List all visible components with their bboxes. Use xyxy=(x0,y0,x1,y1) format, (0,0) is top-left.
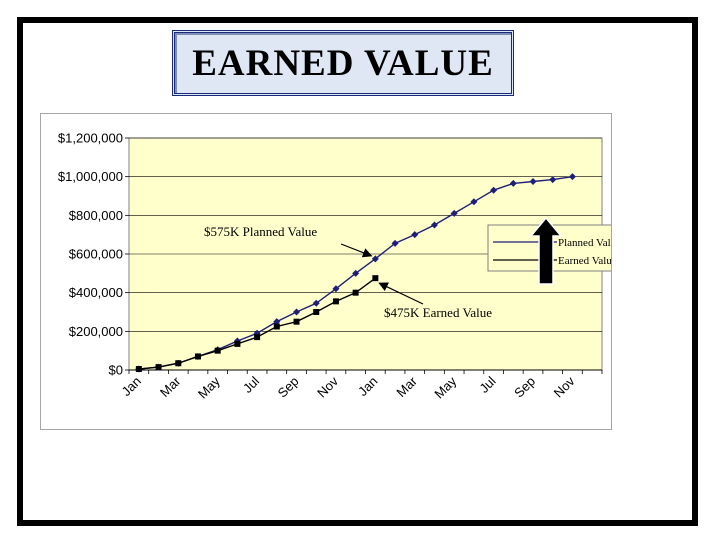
ev-line-chart: $0 $200,000 $400,000 $600,000 $800,000 $1,000… xyxy=(58,131,689,401)
data-point xyxy=(214,347,221,354)
annotations: $575K Planned Value $475K Earned Value xyxy=(204,224,492,320)
data-point xyxy=(352,289,359,296)
data-point xyxy=(529,178,537,185)
y-tick-label: $200,000 xyxy=(69,324,123,339)
y-tick-label: $0 xyxy=(109,363,123,378)
data-point xyxy=(549,176,557,184)
data-point xyxy=(155,364,162,371)
title-box: EARNED VALUE xyxy=(172,30,514,96)
x-tick-label: Nov xyxy=(314,373,341,400)
slide-title: EARNED VALUE xyxy=(192,42,494,84)
data-point xyxy=(509,179,517,187)
data-point xyxy=(194,353,201,360)
series-group xyxy=(135,173,576,373)
data-point xyxy=(352,269,360,277)
annotation-label: $575K Planned Value xyxy=(204,224,317,239)
legend-label: Planned Value $575K xyxy=(558,237,611,249)
x-tick-label: Sep xyxy=(275,374,302,401)
data-point xyxy=(273,318,281,326)
data-point xyxy=(490,186,498,194)
data-point xyxy=(175,360,182,367)
data-point xyxy=(135,366,142,373)
annotation-label: $475K Earned Value xyxy=(384,305,492,320)
y-tick-label: $1,200,000 xyxy=(58,131,123,146)
x-tick-label: Jul xyxy=(476,373,498,395)
data-point xyxy=(293,308,301,316)
annotation-arrow xyxy=(340,243,373,258)
series-earned-value xyxy=(135,275,379,373)
x-tick-label: Jan xyxy=(355,374,380,399)
x-tick-label: May xyxy=(431,373,459,401)
x-tick-label: Nov xyxy=(551,373,578,400)
x-tick-label: Mar xyxy=(157,373,184,400)
x-tick-label: Sep xyxy=(511,374,538,401)
data-point xyxy=(332,298,339,305)
data-point xyxy=(273,323,280,330)
data-point xyxy=(312,299,320,307)
legend-label: Earned Value $475K xyxy=(558,255,611,267)
data-point xyxy=(254,334,261,341)
data-point xyxy=(293,318,300,325)
x-tick-labels: Jan Mar May Jul Sep Nov Jan Mar May Jul Sep Nov xyxy=(119,369,603,401)
y-tick-labels: $0 $200,000 $400,000 $600,000 $800,000 $1,000… xyxy=(58,131,123,378)
data-point xyxy=(372,275,379,282)
data-point xyxy=(430,221,438,229)
up-arrow-icon xyxy=(529,216,563,285)
x-tick-label: May xyxy=(195,373,223,401)
y-tick-label: $600,000 xyxy=(69,247,123,262)
data-point xyxy=(411,231,419,239)
y-tick-label: $1,000,000 xyxy=(58,169,123,184)
data-point xyxy=(568,173,576,181)
data-point xyxy=(470,198,478,206)
data-point xyxy=(313,309,320,315)
data-point xyxy=(332,285,340,293)
data-point xyxy=(450,209,458,217)
y-tick-label: $800,000 xyxy=(69,208,123,223)
annotation-arrow xyxy=(378,282,424,305)
data-point xyxy=(391,239,399,247)
chart-box: $0 $200,000 $400,000 $600,000 $800,000 $1,000… xyxy=(40,113,689,430)
data-point xyxy=(234,340,241,347)
y-tick-label: $400,000 xyxy=(69,285,123,300)
x-tick-label: Mar xyxy=(393,373,420,400)
x-tick-label: Jul xyxy=(240,373,262,395)
gridlines xyxy=(125,137,602,371)
